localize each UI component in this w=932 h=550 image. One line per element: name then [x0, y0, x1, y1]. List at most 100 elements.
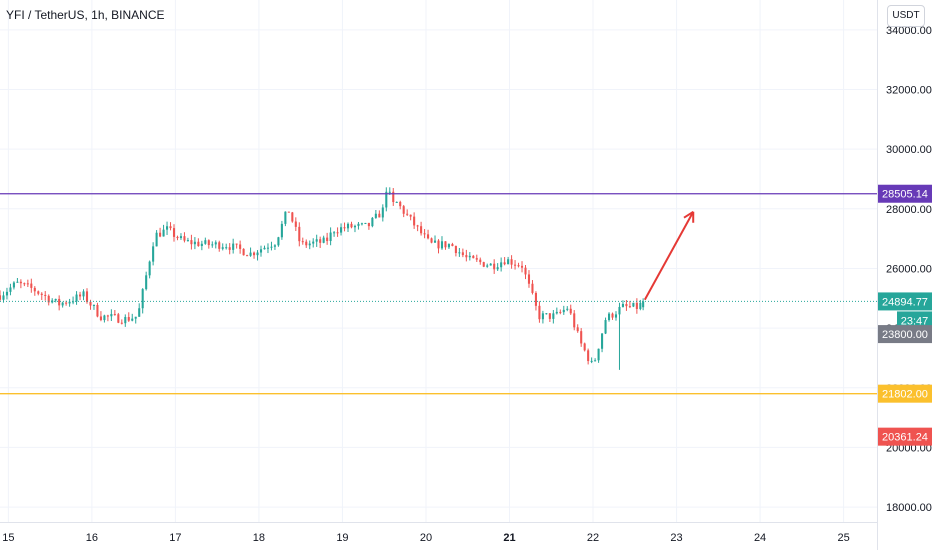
candle-body [239, 244, 242, 249]
candle-body [124, 317, 127, 324]
x-tick-label: 22 [587, 532, 599, 544]
candle-body [259, 249, 263, 253]
candle-body [402, 206, 405, 214]
candle-body [155, 232, 158, 247]
candle-body [594, 360, 597, 362]
candle-body [367, 222, 370, 227]
candle-body [78, 294, 82, 297]
candle-body [413, 216, 416, 226]
candle-body [99, 316, 102, 321]
candle-body [430, 238, 433, 243]
candle-body [555, 311, 558, 314]
candle-body [489, 263, 492, 266]
candle-body [454, 246, 457, 254]
candle-body [68, 301, 71, 304]
candle-body [96, 304, 99, 317]
candle-body [2, 295, 5, 300]
candle-body [30, 283, 33, 288]
candle-body [284, 211, 287, 224]
x-tick-label: 15 [2, 532, 14, 544]
candle-body [172, 228, 176, 237]
candle-body [138, 308, 141, 317]
candle-body [433, 240, 437, 243]
candle-body [587, 350, 590, 362]
candle-body [72, 301, 75, 303]
x-tick-label: 23 [670, 532, 682, 544]
chart-title: YFI / TetherUS, 1h, BINANCE [6, 8, 165, 22]
candle-body [190, 240, 193, 245]
candle-body [235, 243, 238, 245]
candle-body [110, 314, 113, 317]
candle-body [103, 315, 106, 321]
y-tick-label: 28000.00 [886, 204, 932, 216]
candle-body [82, 291, 85, 297]
candle-body [287, 211, 290, 213]
candle-body [538, 305, 541, 320]
candle-body [253, 252, 256, 256]
candle-body [346, 223, 350, 229]
candle-body [343, 227, 346, 229]
candle-body [232, 243, 235, 250]
candle-body [166, 226, 169, 230]
candle-body [159, 232, 162, 237]
candle-body [364, 222, 367, 224]
candle-body [618, 306, 621, 315]
candle-body [437, 240, 440, 249]
candle-body [312, 241, 315, 244]
candle-body [520, 265, 524, 268]
candle-body [294, 221, 297, 227]
candle-body [562, 309, 565, 313]
x-tick-label: 25 [837, 532, 849, 544]
candle-body [399, 201, 402, 207]
candle-body [524, 267, 527, 275]
candle-body [590, 360, 593, 362]
candle-body [479, 259, 482, 263]
x-tick-label: 16 [86, 532, 98, 544]
candle-body [486, 265, 489, 267]
candle-body [197, 241, 200, 247]
candle-body [315, 239, 318, 242]
candle-body [33, 287, 36, 292]
level-price-badge-text: 23800.00 [882, 329, 928, 341]
candle-body [340, 227, 343, 233]
candle-body [420, 226, 423, 234]
candle-body [559, 311, 562, 313]
candle-body [9, 287, 12, 292]
y-tick-label: 34000.00 [886, 25, 932, 37]
candle-body [353, 225, 357, 228]
candle-body [381, 207, 384, 218]
candle-body [152, 246, 155, 262]
candle-body [614, 314, 618, 318]
candle-body [507, 259, 510, 265]
currency-button[interactable]: USDT [887, 5, 925, 27]
candle-body [246, 255, 249, 257]
candle-body [75, 294, 78, 302]
x-tick-label: 20 [420, 532, 432, 544]
candle-body [228, 247, 231, 250]
resistance-price-badge [878, 184, 932, 203]
candle-body [374, 213, 377, 218]
candle-body [378, 213, 381, 218]
candle-body [23, 283, 26, 285]
candle-body [604, 320, 607, 334]
candle-body [336, 232, 339, 234]
candle-body [12, 282, 15, 288]
candle-body [427, 234, 430, 239]
candle-body [92, 304, 96, 306]
candle-body [576, 327, 579, 332]
candle-body [85, 291, 89, 302]
candle-body [280, 223, 283, 238]
candle-body [461, 252, 464, 256]
candle-body [89, 301, 92, 306]
candle-body [510, 259, 513, 265]
x-tick-label: 18 [253, 532, 265, 544]
candle-body [468, 255, 471, 258]
candle-body [329, 232, 332, 242]
last-price-badge [878, 292, 932, 311]
candle-body [117, 314, 120, 323]
candle-body [392, 191, 395, 203]
candle-body [597, 348, 600, 361]
candle-body [548, 313, 551, 319]
